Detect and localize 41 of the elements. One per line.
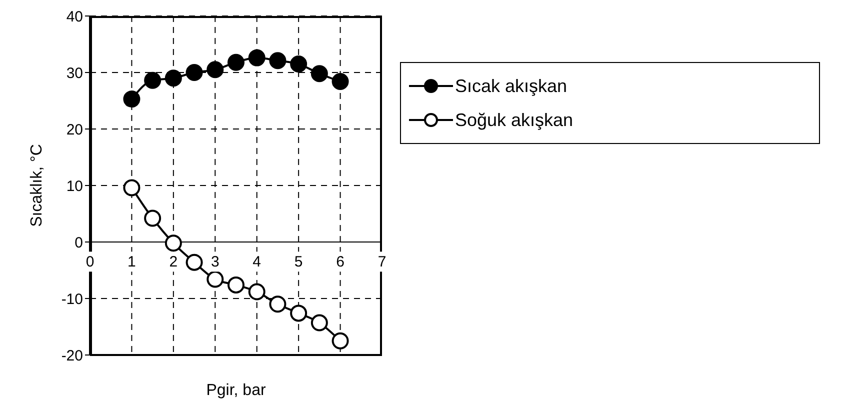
point xyxy=(164,70,182,87)
legend-label: Soğuk akışkan xyxy=(455,110,574,130)
point xyxy=(186,254,203,271)
point xyxy=(228,276,244,294)
point xyxy=(206,270,224,288)
x-tick-label: 5 xyxy=(294,254,303,271)
point xyxy=(123,179,140,196)
x-tick-label: 2 xyxy=(169,254,178,271)
y-tick-label: -10 xyxy=(61,290,83,308)
point xyxy=(123,90,140,108)
x-tick-label: 1 xyxy=(128,254,136,271)
point xyxy=(144,210,162,227)
point xyxy=(248,49,266,66)
x-axis-title: Pgir, bar xyxy=(205,382,267,400)
point xyxy=(290,304,308,322)
x-tick-label: 4 xyxy=(252,254,262,271)
point xyxy=(186,64,203,81)
y-tick-label: 20 xyxy=(66,121,83,138)
point xyxy=(164,234,182,252)
y-tick-label: 10 xyxy=(66,178,83,195)
y-tick-label: 30 xyxy=(66,64,83,82)
x-tick-label: 3 xyxy=(210,254,220,271)
point xyxy=(310,65,328,82)
legend-label: Sıcak akışkan xyxy=(455,76,568,96)
x-tick-label: 7 xyxy=(378,254,386,271)
x-tick-label: 0 xyxy=(86,254,94,271)
point xyxy=(144,72,162,89)
point xyxy=(206,61,224,78)
y-tick-label: 0 xyxy=(74,234,83,252)
point xyxy=(332,73,349,90)
point xyxy=(310,314,328,332)
point xyxy=(290,56,308,73)
point xyxy=(332,332,349,350)
point xyxy=(248,283,266,300)
point xyxy=(228,54,244,71)
y-axis-title: Sıcaklık, °C xyxy=(28,144,46,227)
y-tick-label: 40 xyxy=(66,8,83,26)
x-tick-label: 6 xyxy=(336,254,344,271)
point xyxy=(269,52,286,70)
point xyxy=(269,296,286,313)
y-tick-label: -20 xyxy=(61,347,83,364)
